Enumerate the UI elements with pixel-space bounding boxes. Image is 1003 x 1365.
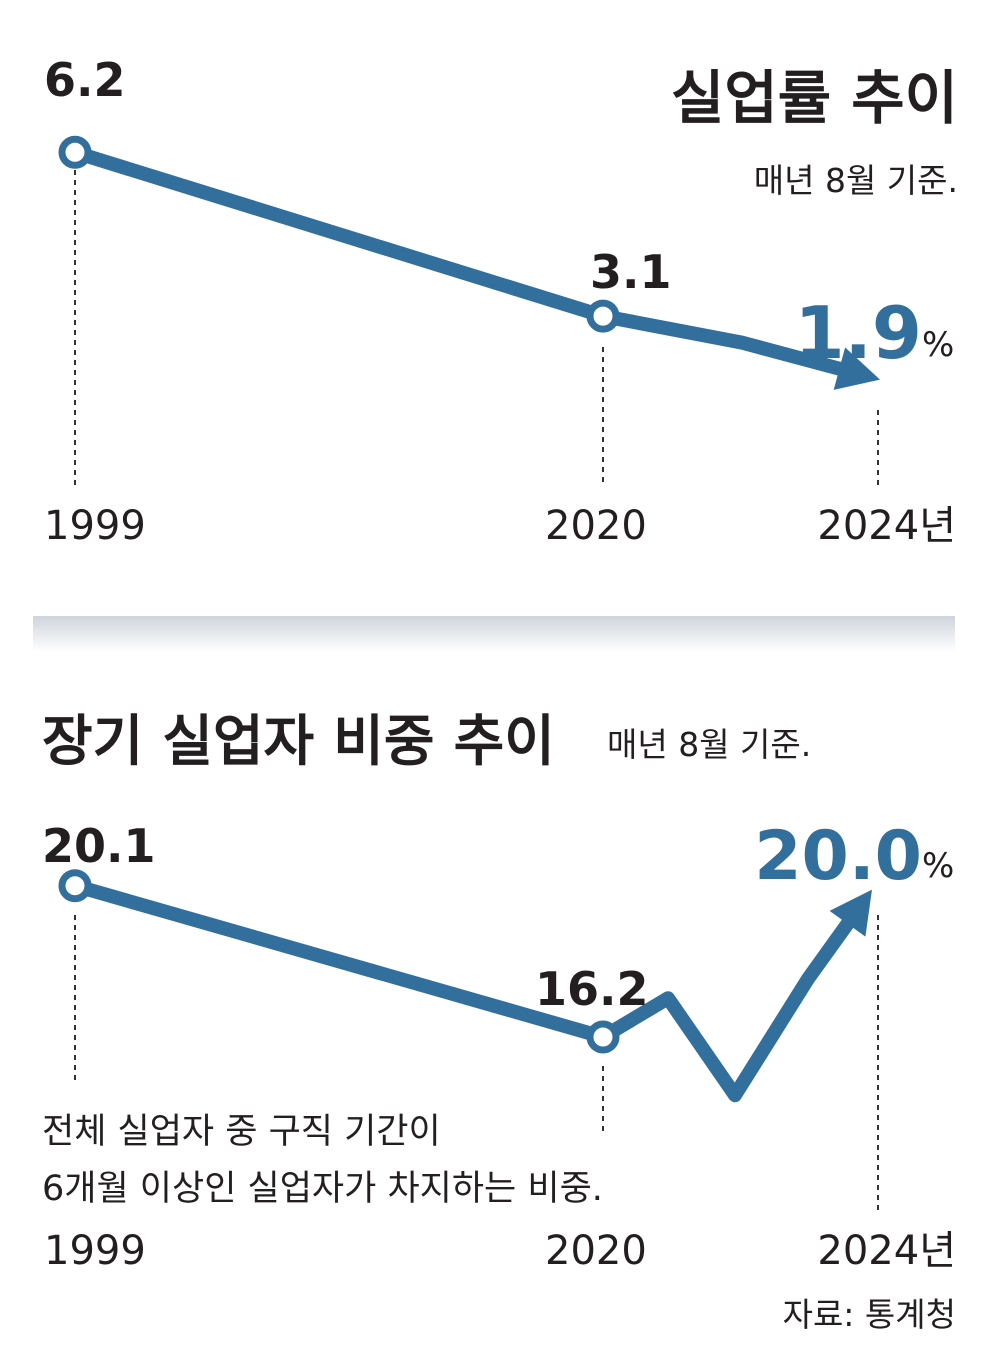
chart1-title: 실업률 추이 (671, 64, 958, 132)
chart2-arrowhead (829, 889, 872, 937)
chart2-note-line-2: 6개월 이상인 실업자가 차지하는 비중. (42, 1169, 603, 1209)
section-divider (33, 616, 955, 652)
chart1-series-line (68, 145, 851, 377)
chart1-tick-1999: 1999 (44, 503, 146, 549)
chart2-subtitle: 매년 8월 기준. (607, 725, 811, 764)
chart2-tick-2020: 2020 (545, 1228, 647, 1274)
source-credit: 자료: 통계청 (783, 1295, 956, 1334)
chart2-label-1999: 20.1 (42, 819, 156, 873)
chart2-unit: % (922, 846, 954, 886)
chart2-point-2020 (586, 1020, 620, 1054)
chart2-label-2024: 20.0 (754, 817, 922, 896)
chart2-tick-2024: 2024년 (817, 1228, 956, 1274)
chart2-label-2020: 16.2 (535, 962, 649, 1016)
chart1-unit: % (922, 325, 954, 365)
chart1-point-1999 (58, 135, 92, 169)
chart1-tick-2024: 2024년 (817, 503, 956, 549)
chart1-arrowhead (833, 347, 880, 390)
chart2-series-line (68, 878, 857, 1103)
chart1-subtitle: 매년 8월 기준. (754, 161, 958, 200)
chart1-tick-2020: 2020 (545, 503, 647, 549)
chart2-tick-1999: 1999 (44, 1228, 146, 1274)
chart-long-term-unemployed-share: 장기 실업자 비중 추이 매년 8월 기준. 20.1 16.2 20.0 % … (42, 709, 956, 1274)
chart-unemployment-rate: 실업률 추이 매년 8월 기준. 6.2 3.1 1.9 % 1999 2020… (44, 53, 958, 549)
chart2-note-line-1: 전체 실업자 중 구직 기간이 (42, 1112, 441, 1152)
chart1-label-2020: 3.1 (590, 245, 672, 299)
chart2-point-1999 (58, 869, 92, 903)
chart1-label-1999: 6.2 (44, 53, 126, 107)
chart2-title: 장기 실업자 비중 추이 (42, 709, 555, 773)
chart1-point-2020 (586, 299, 620, 333)
chart1-label-2024: 1.9 (794, 291, 922, 375)
